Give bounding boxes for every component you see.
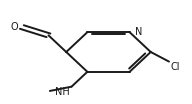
Text: NH: NH (55, 87, 70, 97)
Text: O: O (10, 22, 18, 32)
Text: Cl: Cl (170, 62, 180, 72)
Text: N: N (135, 27, 142, 37)
